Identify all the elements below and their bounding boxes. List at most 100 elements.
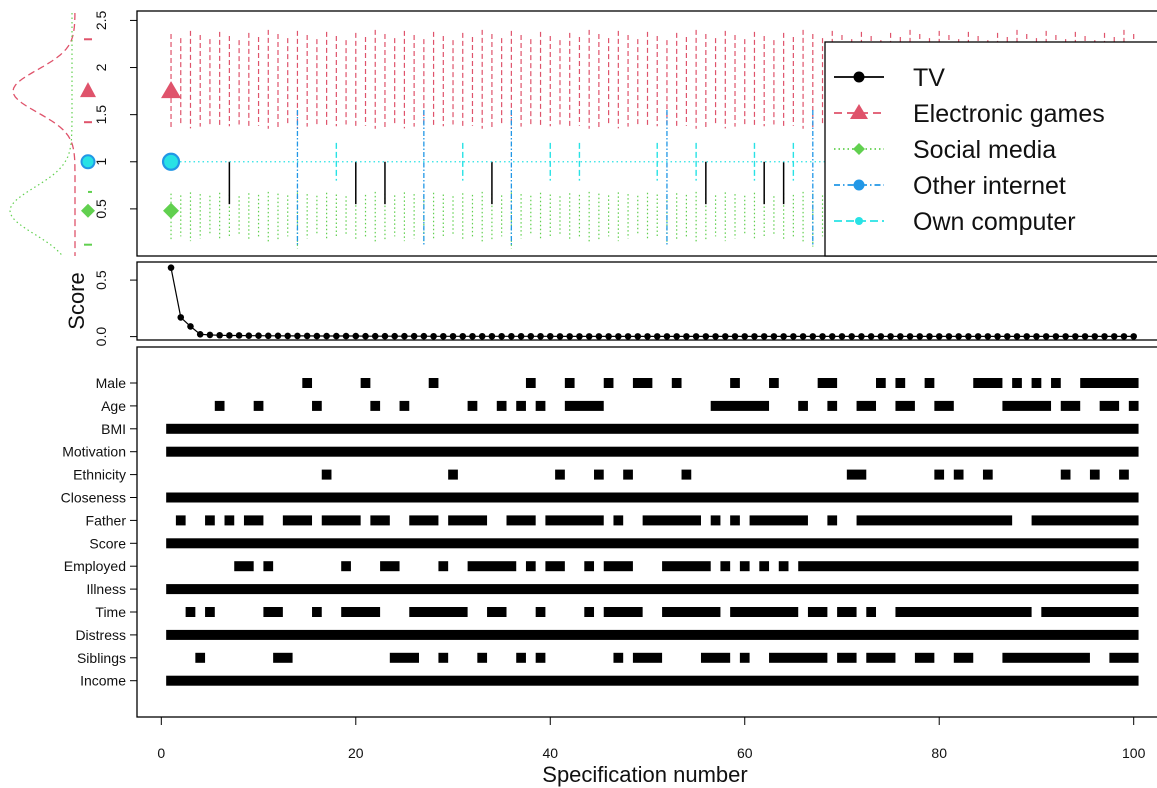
- score-point: [498, 332, 505, 340]
- row-segment-age: [535, 400, 546, 411]
- top-y-tick-label: 0.5: [93, 199, 109, 219]
- score-point: [508, 332, 515, 340]
- top-y-tick-label: 1: [93, 158, 109, 166]
- score-point: [653, 333, 661, 340]
- legend-marker-4: [855, 217, 863, 225]
- top-panel-frame: [136, 10, 1157, 257]
- score-point: [187, 323, 194, 330]
- row-segment-time: [1041, 607, 1139, 617]
- electronic-games-density-curve: [12, 13, 76, 256]
- score-panel-frame: [136, 261, 1157, 341]
- row-segment-father: [506, 515, 536, 526]
- score-line: [170, 267, 1134, 337]
- row-segment-income: [166, 675, 1139, 686]
- row-segment-male: [895, 378, 906, 388]
- score-point: [712, 333, 719, 340]
- row-segment-siblings: [700, 652, 731, 663]
- row-segment-male: [1031, 378, 1042, 388]
- score-point: [673, 333, 680, 340]
- score-point: [945, 333, 953, 340]
- score-point: [1023, 333, 1031, 340]
- score-point: [352, 332, 360, 340]
- row-label: Male: [96, 375, 127, 391]
- score-point: [770, 333, 778, 340]
- row-segment-ethnicity: [623, 469, 633, 480]
- row-segment-siblings: [516, 652, 526, 663]
- row-segment-siblings: [613, 652, 624, 663]
- score-point: [274, 332, 282, 340]
- score-panel: Score 0.0 0.5: [64, 261, 1157, 346]
- score-point: [605, 333, 612, 340]
- row-bars: [166, 378, 1139, 686]
- score-point: [1130, 333, 1137, 340]
- score-point: [401, 332, 408, 340]
- top-y-tick-label: 2.5: [93, 10, 109, 30]
- row-segment-ethnicity: [982, 469, 993, 480]
- score-point: [430, 332, 437, 340]
- row-segment-employed: [798, 561, 1139, 572]
- row-segment-siblings: [866, 652, 896, 663]
- row-segment-bmi: [166, 423, 1139, 434]
- row-segment-age: [1128, 400, 1139, 411]
- row-label: Ethnicity: [73, 467, 126, 483]
- score-point: [537, 332, 544, 340]
- row-label: Age: [101, 398, 126, 414]
- row-segment-age: [564, 400, 604, 411]
- row-segment-age: [1060, 400, 1081, 411]
- row-segment-siblings: [837, 652, 857, 663]
- row-segment-age: [798, 400, 808, 411]
- row-label: Illness: [86, 581, 126, 597]
- score-point: [440, 332, 447, 340]
- score-point: [683, 333, 690, 340]
- score-y-tick-label: 0.5: [93, 270, 109, 290]
- row-segment-male: [924, 378, 935, 388]
- score-point: [1033, 333, 1040, 340]
- score-point: [410, 332, 418, 340]
- row-segment-employed: [662, 561, 711, 572]
- score-point: [381, 332, 389, 340]
- row-segment-employed: [525, 561, 536, 572]
- legend-entry-label: Other internet: [913, 172, 1066, 200]
- x-tick-label: 60: [737, 745, 753, 761]
- electronic-games-marker: [161, 81, 182, 99]
- row-segment-closeness: [166, 492, 1139, 503]
- score-point: [235, 332, 243, 339]
- score-point: [799, 333, 807, 340]
- row-segment-age: [253, 400, 264, 411]
- score-point: [702, 333, 710, 340]
- score-point: [1042, 333, 1050, 340]
- row-segment-age: [856, 400, 877, 411]
- row-segment-ethnicity: [321, 469, 332, 480]
- score-point: [663, 333, 671, 340]
- row-segment-age: [895, 400, 915, 411]
- score-point: [488, 332, 496, 340]
- score-point: [546, 332, 554, 340]
- top-y-tick-label: 2: [93, 63, 109, 71]
- score-point: [692, 333, 700, 340]
- score-point: [644, 333, 651, 340]
- x-tick-label: 100: [1122, 745, 1146, 761]
- score-point: [1003, 333, 1011, 340]
- legend-marker-2: [853, 143, 865, 155]
- score-point: [731, 333, 739, 340]
- score-point: [264, 332, 272, 340]
- row-segment-ethnicity: [1060, 469, 1071, 480]
- row-segment-employed: [584, 561, 595, 572]
- row-segment-time: [662, 607, 721, 617]
- legend-entry-label: Social media: [913, 136, 1056, 164]
- row-label: BMI: [101, 421, 126, 437]
- row-segment-score: [166, 538, 1139, 549]
- top-y-tick-label: 1.5: [93, 105, 109, 125]
- row-segment-employed: [263, 561, 274, 572]
- score-point: [469, 332, 476, 340]
- own-computer-marker: [161, 152, 181, 171]
- row-segment-male: [525, 378, 536, 388]
- row-label: Distress: [75, 627, 126, 643]
- bottom-panel: Male Age BMI Motivation Ethnicity Closeness Fa…: [61, 346, 1157, 787]
- row-segment-motivation: [166, 446, 1139, 457]
- score-point: [527, 332, 535, 340]
- score-point: [1110, 333, 1118, 340]
- score-point: [362, 332, 369, 340]
- legend-entry-label: Electronic games: [913, 100, 1105, 128]
